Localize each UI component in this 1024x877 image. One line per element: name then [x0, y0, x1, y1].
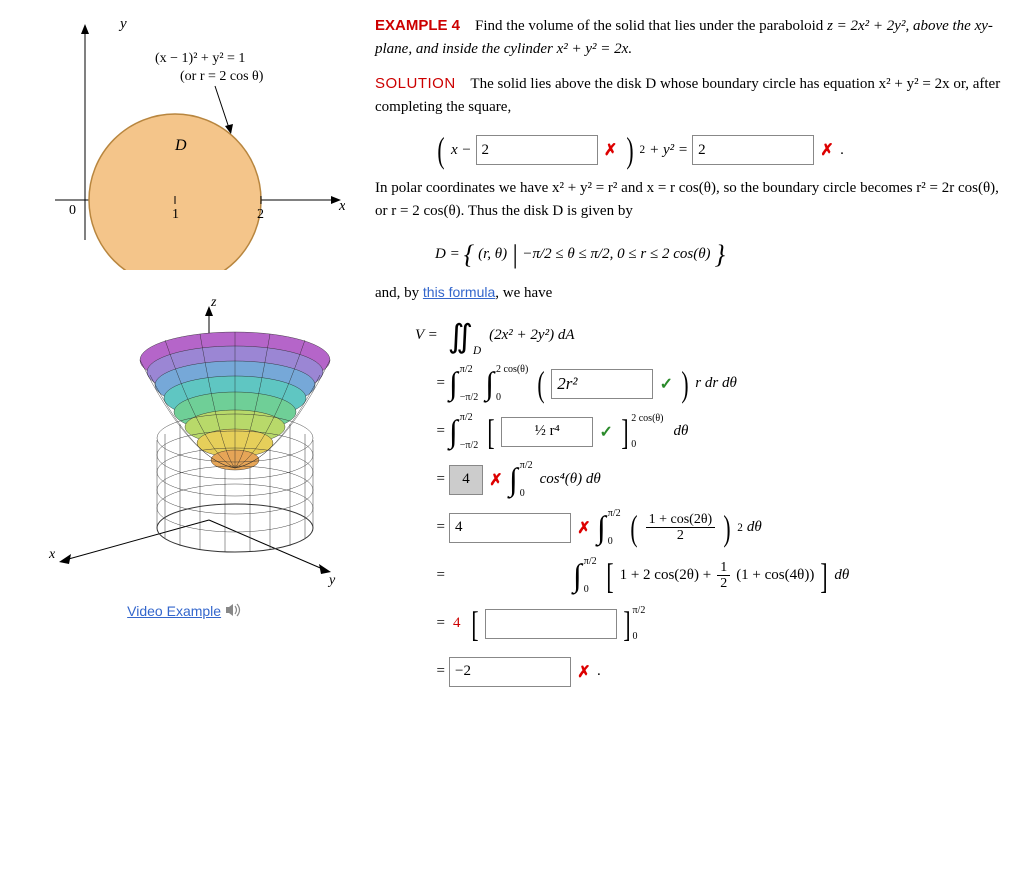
- axis-y-label: y: [118, 16, 127, 32]
- fig1-eq-sub: (or r = 2 cos θ): [180, 69, 264, 84]
- answer-input-4[interactable]: [501, 417, 593, 447]
- step-2: = ∫π/2−π/2 ∫2 cos(θ)0 ( ✓ ) r dr dθ: [415, 363, 1009, 405]
- check-icon: ✓: [597, 423, 615, 441]
- polar-explain: In polar coordinates we have x² + y² = r…: [375, 177, 1009, 224]
- step-1: V = ∬D (2x² + 2y²) dA: [415, 315, 1009, 357]
- set-d: D = {(r, θ) |−π/2 ≤ θ ≤ π/2, 0 ≤ r ≤ 2 c…: [435, 234, 1009, 276]
- step-3: = ∫π/2−π/2 [ ✓ ] 2 cos(θ)0 dθ: [415, 411, 1009, 453]
- figures-column: y x 0 1 2 D (x − 1)² + y² = 1 (or r = 2 …: [15, 10, 355, 699]
- origin-label: 0: [69, 203, 76, 218]
- speaker-icon: [225, 603, 243, 622]
- answer-input-5[interactable]: [449, 465, 483, 495]
- step-8: = ✗ .: [415, 651, 1009, 693]
- answer-input-3[interactable]: [551, 369, 653, 399]
- cross-icon: ✗: [575, 519, 593, 537]
- step-5: = ✗ ∫π/20 ( 1 + cos(2θ)2 )2 dθ: [415, 507, 1009, 549]
- figure-disk: y x 0 1 2 D (x − 1)² + y² = 1 (or r = 2 …: [25, 10, 345, 270]
- tick-1: 1: [172, 207, 179, 222]
- fig1-eq-top: (x − 1)² + y² = 1: [155, 51, 245, 66]
- video-example-link[interactable]: Video Example: [127, 603, 221, 619]
- coef-4: 4: [453, 615, 461, 632]
- step-7: = 4 [ ] π/20: [415, 603, 1009, 645]
- solution-intro: SOLUTION The solid lies above the disk D…: [375, 72, 1009, 120]
- cross-icon: ✗: [602, 141, 620, 159]
- example-prompt: EXAMPLE 4 Find the volume of the solid t…: [375, 14, 1009, 62]
- axis-x-label: x: [338, 198, 345, 214]
- svg-text:z: z: [210, 295, 217, 310]
- answer-input-8[interactable]: [449, 657, 571, 687]
- svg-text:x: x: [48, 547, 56, 562]
- example-label: EXAMPLE 4: [375, 17, 460, 34]
- cross-icon: ✗: [487, 471, 505, 489]
- figure-3d: z x y: [15, 290, 355, 622]
- check-icon: ✓: [657, 375, 675, 393]
- solution-label: SOLUTION: [375, 75, 456, 92]
- cross-icon: ✗: [575, 663, 593, 681]
- answer-input-6[interactable]: [449, 513, 571, 543]
- answer-input-2[interactable]: [692, 135, 814, 165]
- eq-complete-square: ( x − ✗ )2 + y² = ✗ .: [435, 129, 1009, 171]
- cross-icon: ✗: [818, 141, 836, 159]
- region-d-label: D: [174, 137, 187, 154]
- tick-2: 2: [257, 207, 264, 222]
- answer-input-1[interactable]: [476, 135, 598, 165]
- content-column: EXAMPLE 4 Find the volume of the solid t…: [375, 10, 1009, 699]
- this-formula-link[interactable]: this formula: [423, 284, 495, 300]
- svg-text:y: y: [327, 573, 336, 588]
- answer-input-7[interactable]: [485, 609, 617, 639]
- formula-line: and, by this formula, we have: [375, 282, 1009, 305]
- step-4: = ✗ ∫π/20 cos⁴(θ) dθ: [415, 459, 1009, 501]
- step-6: = ∫π/20 [ 1 + 2 cos(2θ) + 12 (1 + cos(4θ…: [415, 555, 1009, 597]
